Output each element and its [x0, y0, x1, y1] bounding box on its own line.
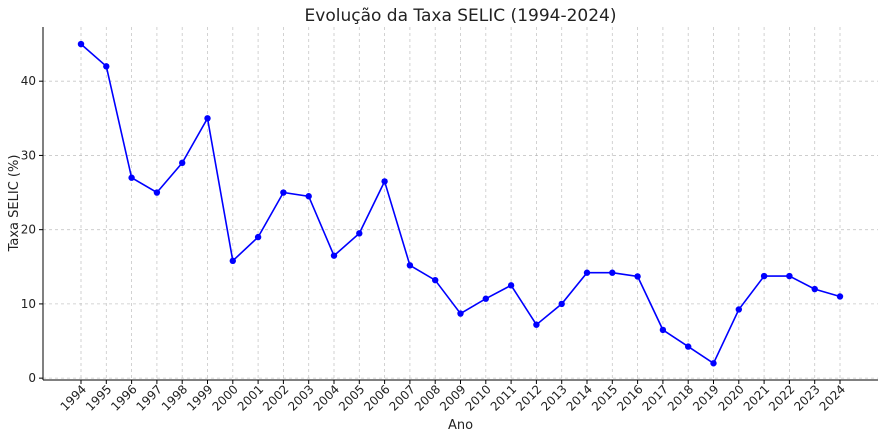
chart-title: Evolução da Taxa SELIC (1994-2024)	[305, 6, 617, 26]
x-tick-label: 2008	[412, 382, 443, 413]
data-point	[128, 174, 135, 181]
data-point	[204, 115, 211, 122]
data-point	[533, 321, 540, 328]
x-tick-label: 2002	[260, 382, 291, 413]
x-tick-label: 2006	[361, 382, 392, 413]
y-tick-label: 10	[21, 297, 36, 311]
x-tick-label: 2010	[462, 382, 493, 413]
data-point	[280, 189, 287, 196]
x-tick-label: 2017	[640, 382, 671, 413]
x-tick-label: 2012	[513, 382, 544, 413]
ticks-layer: 0102030401994199519961997199819992000200…	[21, 74, 848, 414]
data-point	[811, 285, 818, 293]
x-tick-label: 2001	[235, 382, 266, 413]
data-point	[77, 40, 85, 48]
data-point	[836, 293, 844, 300]
x-tick-label: 1997	[134, 382, 165, 413]
x-tick-label: 2019	[690, 382, 721, 413]
x-tick-label: 2018	[665, 382, 696, 413]
data-point	[381, 178, 388, 185]
x-tick-label: 2004	[311, 382, 342, 413]
x-tick-label: 2011	[488, 382, 519, 413]
grid-layer	[43, 27, 878, 380]
data-point	[254, 233, 262, 241]
x-tick-label: 2007	[387, 382, 418, 413]
x-tick-label: 2024	[817, 382, 848, 413]
data-point	[507, 282, 515, 289]
data-point	[558, 300, 565, 308]
x-tick-label: 2009	[437, 382, 468, 413]
data-point	[179, 159, 186, 167]
data-point	[786, 272, 793, 280]
data-point	[659, 326, 667, 334]
x-tick-label: 2003	[285, 382, 316, 413]
x-tick-label: 2020	[715, 382, 746, 413]
x-tick-label: 1996	[108, 382, 139, 413]
y-tick-label: 20	[21, 223, 36, 237]
data-point	[760, 272, 768, 280]
y-tick-label: 40	[21, 74, 36, 88]
x-tick-label: 2015	[589, 382, 620, 413]
x-tick-label: 2005	[336, 382, 367, 413]
data-point	[153, 189, 161, 196]
data-point	[103, 63, 110, 70]
series-layer	[77, 40, 844, 367]
y-tick-label: 30	[21, 148, 36, 162]
x-tick-label: 2023	[791, 382, 822, 413]
data-point	[710, 360, 717, 367]
x-tick-label: 1995	[83, 382, 114, 413]
data-point	[583, 269, 591, 276]
data-point	[634, 273, 641, 280]
data-point	[482, 295, 489, 302]
x-tick-label: 2016	[614, 382, 645, 413]
data-point	[229, 257, 236, 265]
y-axis-title: Taxa SELIC (%)	[7, 155, 22, 253]
data-point	[356, 230, 363, 237]
data-point	[685, 343, 692, 350]
x-tick-label: 1994	[58, 382, 89, 413]
x-tick-label: 1999	[184, 382, 215, 413]
x-tick-label: 1998	[159, 382, 190, 413]
y-tick-label: 0	[28, 371, 36, 385]
x-tick-label: 2022	[766, 382, 797, 413]
data-point	[735, 306, 742, 313]
data-point	[305, 193, 312, 200]
data-point	[609, 269, 616, 276]
x-tick-label: 2000	[209, 382, 240, 413]
x-axis-title: Ano	[448, 418, 473, 433]
data-point	[406, 262, 414, 269]
x-tick-label: 2014	[564, 382, 595, 413]
data-point	[457, 310, 464, 317]
x-tick-label: 2013	[538, 382, 569, 413]
x-tick-label: 2021	[741, 382, 772, 413]
data-point	[432, 276, 439, 284]
data-point	[330, 252, 338, 259]
